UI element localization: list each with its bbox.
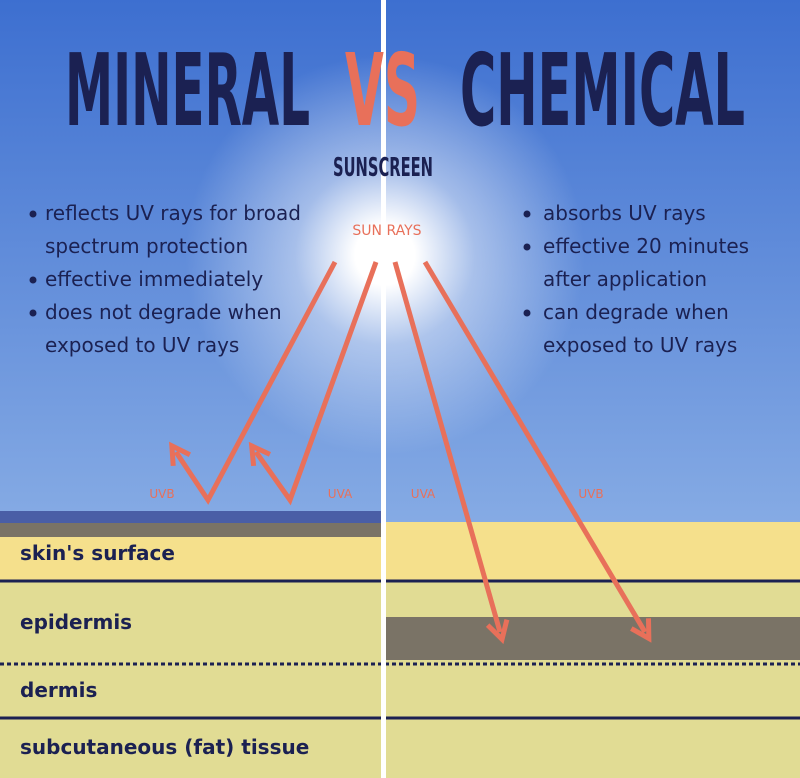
sun-label: SUN RAYS xyxy=(352,223,421,239)
bullet-dot xyxy=(523,210,531,218)
bullet-text: exposed to UV rays xyxy=(45,333,239,357)
layer-label: dermis xyxy=(20,678,97,702)
title-vs: VS xyxy=(345,32,420,149)
ray-label: UVB xyxy=(578,487,603,501)
ray-label: UVB xyxy=(149,487,174,501)
bullet-text: effective immediately xyxy=(45,267,263,291)
layer-label: skin's surface xyxy=(20,541,175,565)
bullet-text: effective 20 minutes xyxy=(543,234,749,258)
divider xyxy=(381,0,386,778)
bullet-text: absorbs UV rays xyxy=(543,201,706,225)
bullet-dot xyxy=(29,210,37,218)
subtitle: SUNSCREEN xyxy=(333,153,433,183)
bullet-dot xyxy=(29,309,37,317)
layer-lines xyxy=(0,579,800,720)
skin-surface xyxy=(386,522,800,581)
title-left: MINERAL xyxy=(65,32,310,149)
rays xyxy=(169,260,652,645)
bullet-dot xyxy=(523,243,531,251)
deep-layers xyxy=(386,581,800,778)
bullet-text: after application xyxy=(543,267,707,291)
content: reflects UV rays for broad spectrum prote… xyxy=(20,201,749,759)
ray-label: UVA xyxy=(411,487,436,501)
bullet-text: exposed to UV rays xyxy=(543,333,737,357)
skin-surface xyxy=(0,537,381,581)
bullet-text: reflects UV rays for broad xyxy=(45,201,301,225)
layer-label: epidermis xyxy=(20,610,132,634)
bullet-text: does not degrade when xyxy=(45,300,282,324)
absorb-layer xyxy=(386,617,800,660)
ray-label: UVA xyxy=(328,487,353,501)
title-right: CHEMICAL xyxy=(460,32,745,149)
bullet-text: can degrade when xyxy=(543,300,729,324)
deep-layers xyxy=(0,581,381,778)
bullet-dot xyxy=(523,309,531,317)
layer-label: subcutaneous (fat) tissue xyxy=(20,735,309,759)
bullet-dot xyxy=(29,276,37,284)
sunscreen-layer xyxy=(0,523,381,537)
mineral-layer xyxy=(0,511,381,523)
bullet-text: spectrum protection xyxy=(45,234,248,258)
